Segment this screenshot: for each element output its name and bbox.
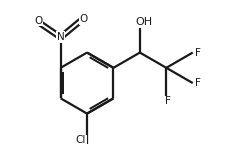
Text: O: O [80, 14, 88, 24]
Text: N: N [57, 32, 65, 42]
Text: F: F [195, 48, 201, 58]
Text: O: O [34, 16, 42, 26]
Text: F: F [195, 78, 201, 88]
Text: Cl: Cl [76, 135, 86, 145]
Text: F: F [165, 96, 171, 106]
Text: OH: OH [135, 17, 152, 27]
